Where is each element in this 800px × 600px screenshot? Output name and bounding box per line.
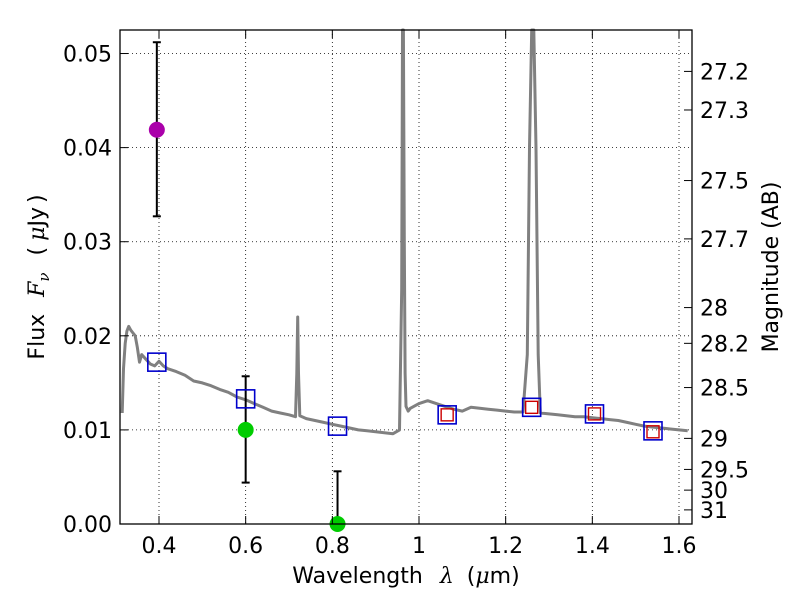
y-tick-label: 0.03 bbox=[63, 231, 112, 256]
y-axis-label-prefix: Flux bbox=[25, 314, 50, 360]
right-tick-label: 28 bbox=[700, 297, 728, 322]
model-photometry-square bbox=[584, 404, 605, 424]
y-axis-label-subscript: ν bbox=[35, 272, 53, 281]
model-photometry-square bbox=[147, 352, 167, 372]
x-tick-label: 1.4 bbox=[575, 534, 610, 559]
y-tick-label: 0.05 bbox=[63, 43, 112, 68]
x-axis-label: Wavelength λ (μm) bbox=[292, 564, 519, 589]
data-marks bbox=[147, 41, 663, 532]
model-photometry-square bbox=[327, 416, 348, 436]
model-photometry-square bbox=[235, 389, 256, 409]
right-tick-label: 27.5 bbox=[700, 170, 749, 195]
y-tick-label: 0.04 bbox=[63, 137, 112, 162]
right-tick-label: 31 bbox=[700, 499, 728, 524]
y-axis-label-symbol: F bbox=[25, 281, 50, 298]
right-tick-label: 29 bbox=[700, 427, 728, 452]
x-axis-label-prefix: Wavelength bbox=[292, 564, 423, 589]
y-axis-label-unit-mu: μ bbox=[25, 227, 50, 241]
plot-frame bbox=[119, 29, 693, 525]
model-photometry-square bbox=[643, 421, 663, 441]
right-tick-label: 28.5 bbox=[700, 377, 749, 402]
observed-square bbox=[440, 408, 454, 422]
axis-ticks: 0.4 0.6 0.8 1 1.2 1.4 1.6 0.00 0.01 0.02 0.03 0.04 0… bbox=[63, 30, 749, 559]
y-tick-label: 0.00 bbox=[63, 513, 112, 538]
observed-square bbox=[524, 400, 539, 415]
x-axis-label-unit-open: ( bbox=[467, 564, 476, 589]
model-photometry-square bbox=[437, 405, 457, 425]
observed-square bbox=[587, 407, 602, 421]
x-tick-label: 0.4 bbox=[142, 534, 177, 559]
y-axis-label-unit-rest: Jy bbox=[25, 207, 50, 229]
observed-point bbox=[148, 121, 165, 138]
x-tick-label: 1 bbox=[412, 534, 426, 559]
observed-square bbox=[646, 425, 660, 439]
right-tick-label: 27.3 bbox=[700, 99, 749, 124]
y-axis-label: Flux Fν ( μJy) bbox=[25, 194, 55, 359]
y-tick-label: 0.02 bbox=[63, 325, 112, 350]
model-spectrum-line bbox=[120, 28, 688, 436]
y-axis-label-unit-close: ) bbox=[25, 194, 50, 203]
x-tick-label: 0.6 bbox=[228, 534, 263, 559]
y-axis-label-unit-open: ( bbox=[25, 247, 50, 256]
right-tick-label: 29.5 bbox=[700, 458, 749, 483]
right-tick-label: 30 bbox=[700, 479, 728, 504]
x-axis-label-unit-mu: μ bbox=[475, 564, 489, 589]
right-tick-label: 27.2 bbox=[700, 60, 749, 85]
right-tick-label: 27.7 bbox=[700, 228, 749, 253]
x-tick-label: 0.8 bbox=[315, 534, 350, 559]
x-axis-label-symbol: λ bbox=[439, 564, 454, 589]
y-tick-label: 0.01 bbox=[63, 419, 112, 444]
right-tick-label: 28.2 bbox=[700, 332, 749, 357]
model-photometry-square bbox=[521, 397, 542, 418]
x-axis-label-unit-rest: m) bbox=[490, 564, 520, 589]
x-tick-label: 1.6 bbox=[662, 534, 697, 559]
right-axis-label: Magnitude (AB) bbox=[759, 182, 784, 353]
observed-point bbox=[237, 421, 254, 438]
x-tick-label: 1.2 bbox=[488, 534, 523, 559]
spectrum-layer bbox=[120, 28, 688, 436]
